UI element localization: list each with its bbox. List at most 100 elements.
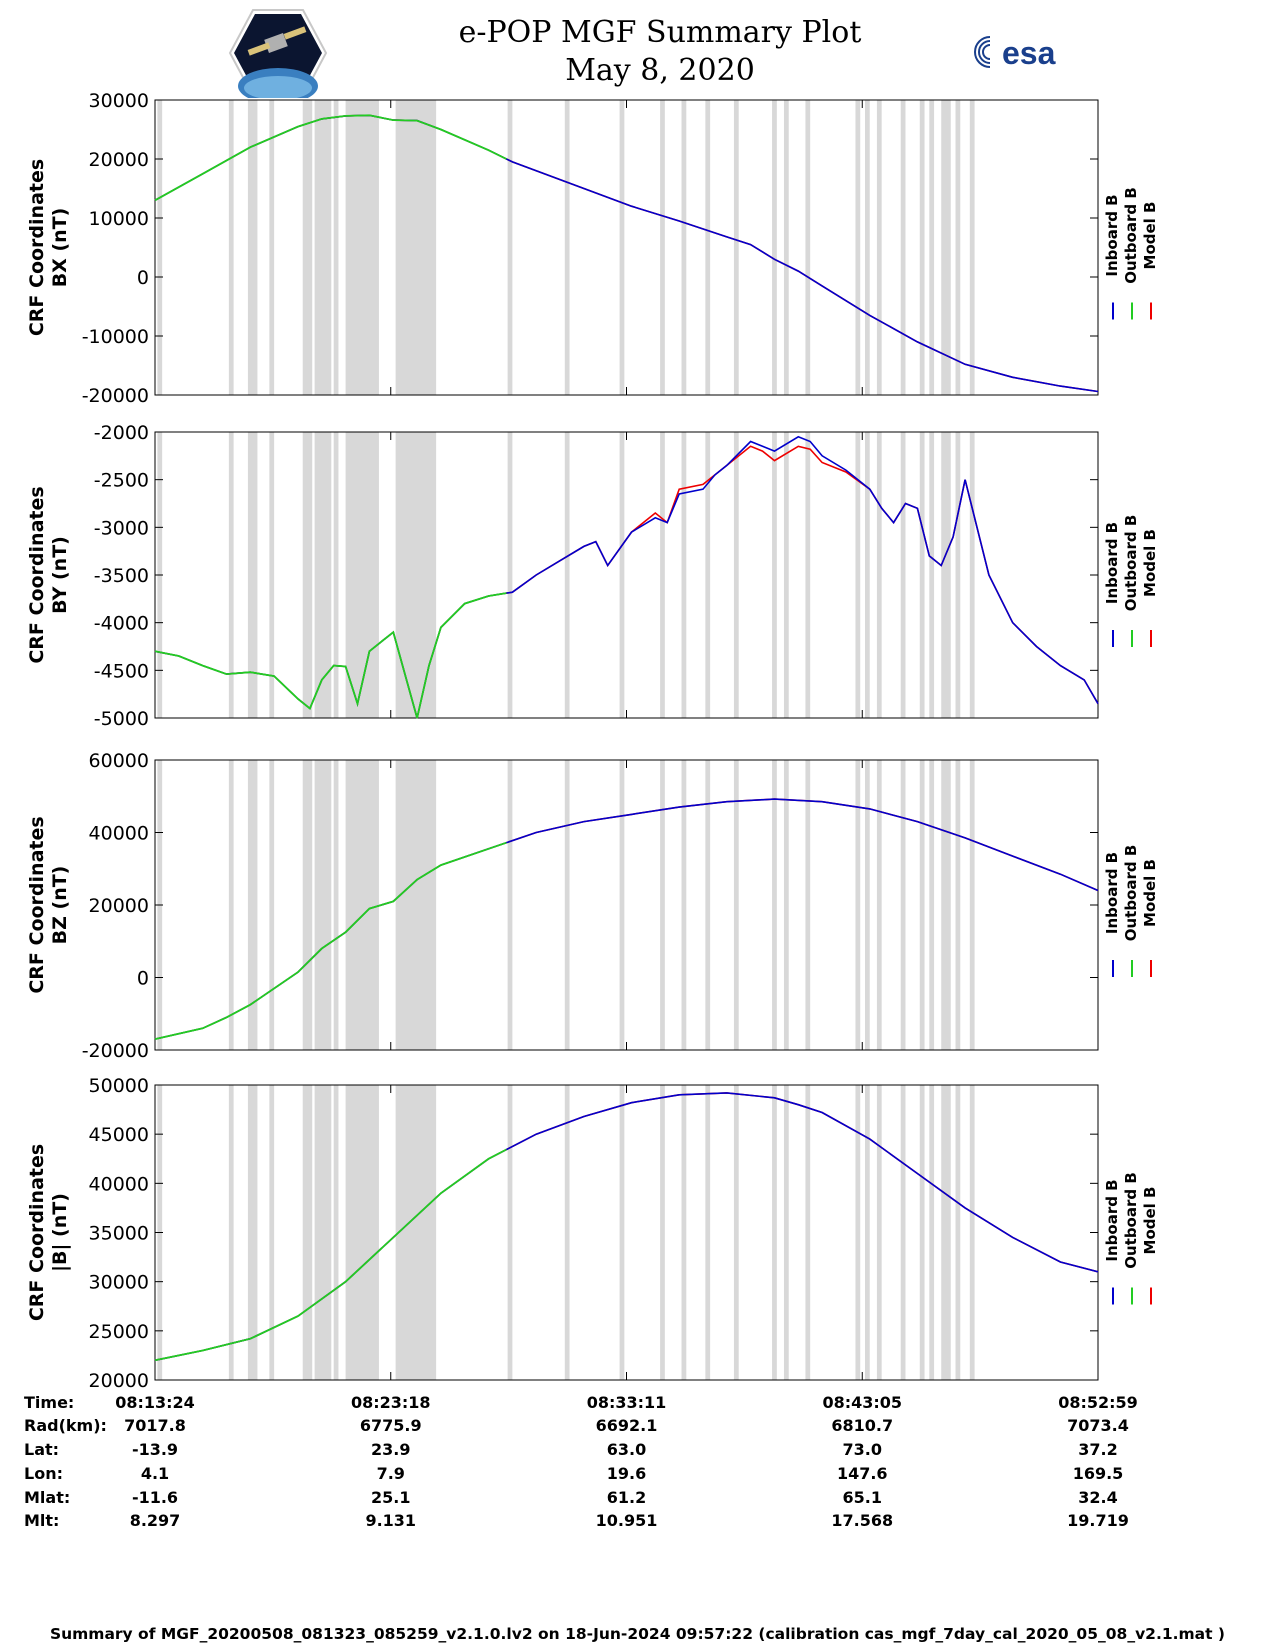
y-axis-label: CRF Coordinates xyxy=(26,486,48,663)
y-tick-label: -5000 xyxy=(94,708,149,730)
y-tick-label: 30000 xyxy=(89,90,149,112)
shaded-interval xyxy=(919,100,925,395)
shaded-interval xyxy=(900,432,906,718)
shaded-interval xyxy=(345,760,379,1050)
shaded-interval xyxy=(269,100,275,395)
shaded-interval xyxy=(876,432,882,718)
shaded-interval xyxy=(681,432,687,718)
legend-label: Outboard B xyxy=(1122,1172,1140,1269)
y-tick-label: 35000 xyxy=(89,1223,149,1245)
shaded-interval xyxy=(864,432,870,718)
shaded-interval xyxy=(864,1085,870,1380)
y-axis-label: BX (nT) xyxy=(49,208,71,288)
shaded-interval xyxy=(345,432,379,718)
shaded-interval xyxy=(333,100,339,395)
y-tick-label: 20000 xyxy=(89,895,149,917)
shaded-interval xyxy=(941,760,951,1050)
shaded-interval xyxy=(228,760,234,1050)
shaded-interval xyxy=(681,100,687,395)
y-tick-label: 60000 xyxy=(89,750,149,772)
y-tick-label: -2500 xyxy=(94,470,149,492)
shaded-interval xyxy=(345,1085,379,1380)
y-axis-label: CRF Coordinates xyxy=(26,159,48,336)
shaded-interval xyxy=(302,432,313,718)
plot-date: May 8, 2020 xyxy=(565,53,755,88)
y-tick-label: 20000 xyxy=(89,1370,149,1392)
shaded-interval xyxy=(864,760,870,1050)
shaded-interval xyxy=(900,760,906,1050)
shaded-interval xyxy=(302,100,313,395)
shaded-interval xyxy=(783,1085,789,1380)
y-tick-label: 50000 xyxy=(89,1075,149,1097)
shaded-interval xyxy=(805,100,811,395)
shaded-interval xyxy=(969,760,975,1050)
title-block: e-POP MGF Summary Plot May 8, 2020 xyxy=(400,14,920,90)
legend-label: Outboard B xyxy=(1122,187,1140,284)
shaded-interval xyxy=(660,760,665,1050)
shaded-interval xyxy=(333,760,339,1050)
shaded-interval xyxy=(733,760,739,1050)
shaded-interval xyxy=(969,432,975,718)
y-tick-label: 20000 xyxy=(89,149,149,171)
y-tick-label: 0 xyxy=(137,267,149,289)
y-tick-label: -20000 xyxy=(82,1040,149,1062)
shaded-interval xyxy=(783,432,789,718)
legend-label: Model B xyxy=(1141,859,1159,927)
esa-logo: esa xyxy=(974,35,1056,71)
shaded-interval xyxy=(269,432,275,718)
shaded-interval xyxy=(395,432,437,718)
shaded-interval xyxy=(507,100,513,395)
esa-logo-text: esa xyxy=(1002,35,1056,71)
y-tick-label: 40000 xyxy=(89,1173,149,1195)
y-axis-label: BY (nT) xyxy=(49,536,71,614)
shaded-interval xyxy=(783,760,789,1050)
shaded-interval xyxy=(772,100,777,395)
shaded-interval xyxy=(919,760,925,1050)
shaded-interval xyxy=(955,760,961,1050)
shaded-interval xyxy=(395,100,437,395)
shaded-interval xyxy=(269,760,275,1050)
shaded-interval xyxy=(269,1085,275,1380)
shaded-interval xyxy=(941,100,951,395)
y-axis-label: |B| (nT) xyxy=(49,1193,71,1272)
panel-3: -20000 0 20000 40000 60000 CRF Coordinates BZ … xyxy=(26,750,1159,1062)
shaded-interval xyxy=(333,1085,339,1380)
shaded-interval xyxy=(919,432,925,718)
y-tick-label: -10000 xyxy=(82,326,149,348)
shaded-interval xyxy=(783,100,789,395)
shaded-interval xyxy=(919,1085,925,1380)
cassiope-logo xyxy=(228,9,328,98)
legend-label: Model B xyxy=(1141,202,1159,270)
y-axis-label: CRF Coordinates xyxy=(26,816,48,993)
y-axis-label: BZ (nT) xyxy=(49,866,71,945)
shaded-interval xyxy=(619,1085,625,1380)
shaded-interval xyxy=(314,1085,332,1380)
shaded-interval xyxy=(876,100,882,395)
shaded-interval xyxy=(864,100,870,395)
shaded-interval xyxy=(507,432,513,718)
shaded-interval xyxy=(333,432,339,718)
shaded-interval xyxy=(705,760,711,1050)
shaded-interval xyxy=(228,1085,234,1380)
shaded-interval xyxy=(507,1085,513,1380)
shaded-interval xyxy=(733,100,739,395)
shaded-interval xyxy=(969,1085,975,1380)
shaded-interval xyxy=(772,760,777,1050)
shaded-interval xyxy=(705,432,711,718)
shaded-interval xyxy=(157,100,163,395)
shaded-interval xyxy=(733,1085,739,1380)
series-outboard xyxy=(154,114,507,202)
shaded-interval xyxy=(619,100,625,395)
shaded-interval xyxy=(805,432,811,718)
footer-summary: Summary of MGF_20200508_081323_085259_v2… xyxy=(49,1625,1226,1643)
shaded-interval xyxy=(955,100,961,395)
legend-label: Model B xyxy=(1141,1187,1159,1255)
shaded-interval xyxy=(247,760,258,1050)
shaded-interval xyxy=(900,100,906,395)
shaded-interval xyxy=(247,1085,258,1380)
shaded-interval xyxy=(314,760,332,1050)
shaded-interval xyxy=(772,1085,777,1380)
y-tick-label: -3000 xyxy=(94,517,149,539)
shaded-interval xyxy=(564,1085,570,1380)
shaded-interval xyxy=(507,760,513,1050)
